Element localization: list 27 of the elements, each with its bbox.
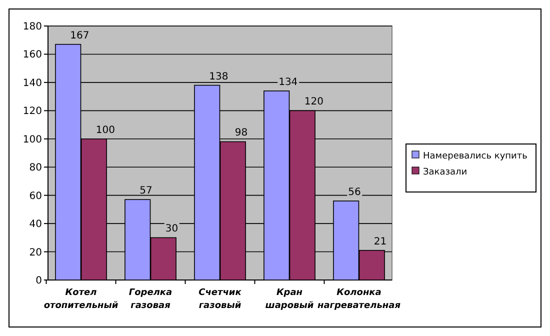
data-label: 138 — [209, 71, 228, 82]
y-tick-label: 80 — [29, 162, 42, 174]
y-tick-label: 20 — [29, 247, 42, 258]
data-label: 21 — [374, 236, 387, 248]
data-label: 120 — [304, 96, 324, 108]
data-label: 100 — [96, 124, 116, 136]
legend-label: Заказали — [423, 168, 468, 178]
data-label: 134 — [278, 76, 298, 88]
y-tick-label: 120 — [22, 106, 42, 118]
x-tick-label: Котел отопительный — [44, 288, 119, 311]
x-tick-label: Горелка газовая — [128, 288, 172, 311]
y-tick-label: 60 — [29, 190, 42, 202]
data-label: 98 — [234, 128, 248, 139]
x-tick-label: Кран шаровый — [265, 288, 314, 311]
data-label: 30 — [165, 224, 178, 235]
x-tick-label: Колонка нагревательная — [318, 288, 401, 311]
y-tick-label: 0 — [36, 276, 42, 286]
data-label: 56 — [348, 186, 361, 198]
y-tick-label: 40 — [29, 219, 42, 230]
x-tick-label: Счетчик газовый — [198, 288, 242, 311]
legend-label: Намеревались купить — [423, 152, 528, 162]
y-tick-label: 180 — [22, 22, 42, 32]
data-label: 57 — [140, 186, 152, 197]
y-tick-label: 140 — [22, 78, 42, 89]
data-label: 167 — [70, 30, 90, 42]
y-tick-label: 100 — [22, 134, 42, 146]
y-tick-label: 160 — [22, 50, 42, 61]
